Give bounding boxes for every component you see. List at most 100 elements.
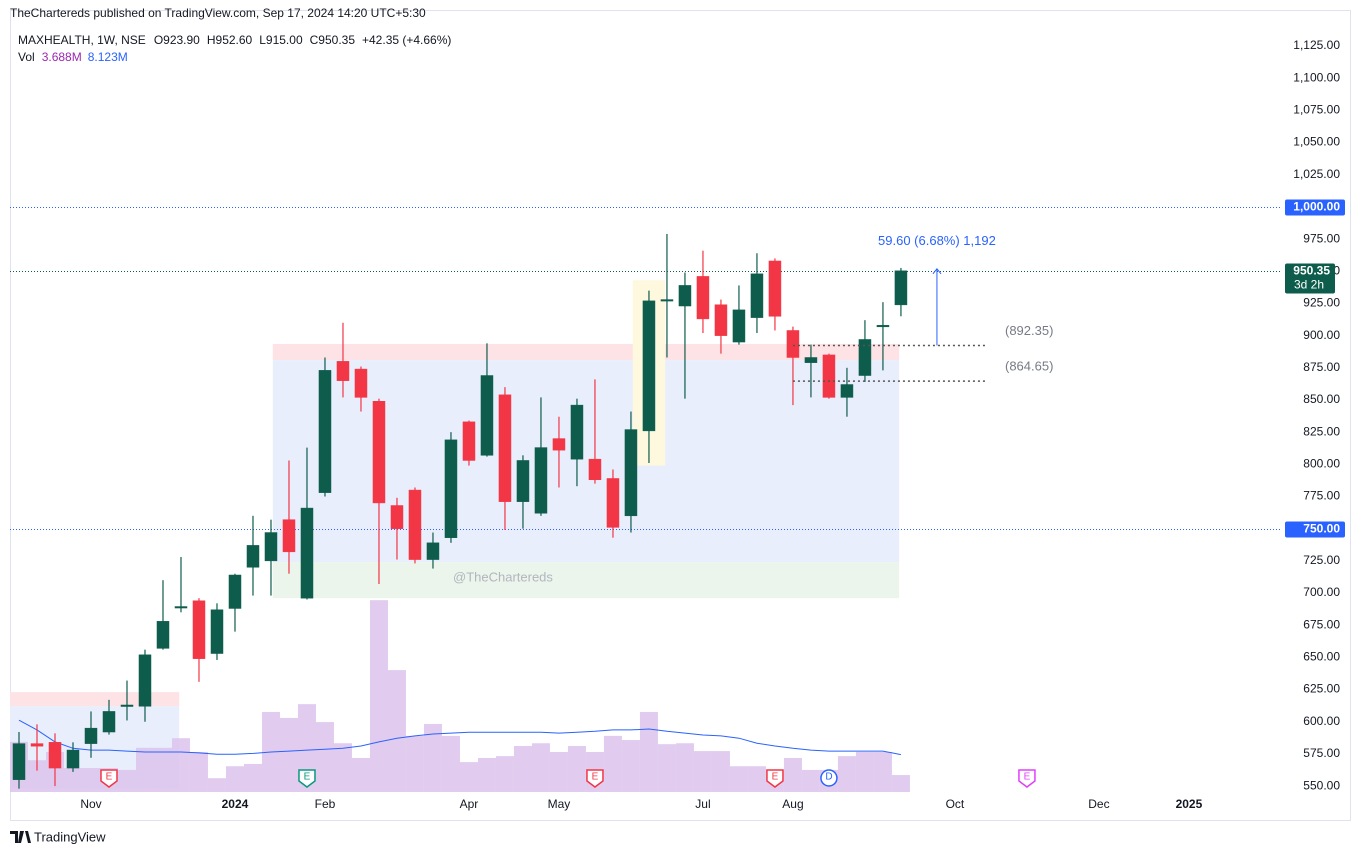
- candle-body: [714, 304, 728, 336]
- candle-body: [570, 404, 584, 460]
- candle-body: [804, 357, 818, 363]
- candle-body: [192, 600, 206, 659]
- zone: [272, 343, 900, 361]
- volume-bar: [567, 746, 586, 792]
- y-tick-label: 550.00: [1303, 778, 1340, 792]
- volume-bar: [153, 747, 172, 792]
- level-label: (892.35): [1005, 323, 1053, 338]
- event-marker: E: [100, 769, 118, 788]
- x-tick-label: Dec: [1088, 797, 1109, 811]
- y-tick-label: 600.00: [1303, 714, 1340, 728]
- y-tick-label: 1,025.00: [1293, 167, 1340, 181]
- volume-ma-line: [18, 719, 901, 756]
- price-line-label: 750.00: [1303, 522, 1340, 536]
- candle-body: [12, 743, 26, 780]
- candle-body: [174, 606, 188, 609]
- x-tick-label: 2025: [1176, 797, 1203, 811]
- volume-bar: [171, 738, 190, 792]
- volume-bar: [279, 717, 298, 792]
- event-badge: [820, 769, 838, 787]
- volume-bar: [873, 751, 892, 792]
- ohlc-value: C950.35: [310, 33, 356, 47]
- last-price-box: [1285, 263, 1335, 294]
- volume-bar: [117, 769, 136, 792]
- volume-value: 3.688M: [42, 50, 82, 64]
- watermark: @TheChartereds: [453, 569, 553, 584]
- volume-bar: [621, 740, 640, 792]
- volume-bar: [351, 757, 370, 792]
- candle-body: [894, 270, 908, 306]
- event-marker: E: [1018, 769, 1036, 788]
- volume-bar: [63, 768, 82, 792]
- volume-bar: [315, 722, 334, 792]
- candle-body: [480, 375, 494, 456]
- event-marker: D: [820, 769, 838, 787]
- last-price-countdown: 3d 2h: [1294, 278, 1324, 292]
- candle-body: [840, 384, 854, 398]
- event-marker: E: [586, 769, 604, 788]
- axes: 1,000.00 750.00 550.00 575.00 600.00 625.00 65…: [80, 38, 1345, 811]
- event-badge: [100, 769, 118, 788]
- candle-body: [336, 361, 350, 381]
- event-badge: [1018, 769, 1036, 788]
- candle-body: [732, 309, 746, 343]
- y-tick-label: 1,125.00: [1293, 38, 1340, 52]
- candle-body: [642, 300, 656, 432]
- event-badge: [586, 769, 604, 788]
- event-label: E: [1024, 772, 1031, 783]
- x-tick-label: Feb: [315, 797, 336, 811]
- volume-bar: [711, 751, 730, 792]
- candle-body: [408, 489, 422, 560]
- annotations: (892.35) (864.65) 59.60 (6.68%) 1,192 E E E E D…: [100, 233, 1053, 788]
- candle-body: [462, 421, 476, 461]
- volume-bar: [513, 746, 532, 792]
- change-value: +42.35 (+4.66%): [362, 33, 451, 47]
- candle-body: [768, 260, 782, 317]
- candle-body: [102, 711, 116, 733]
- volume-bar: [693, 751, 712, 792]
- candle-body: [750, 273, 764, 318]
- y-tick-label: 850.00: [1303, 392, 1340, 406]
- y-tick-label: 575.00: [1303, 746, 1340, 760]
- level-label: (864.65): [1005, 359, 1053, 374]
- candle-body: [228, 574, 242, 609]
- event-label: E: [772, 772, 779, 783]
- candle-body: [354, 368, 368, 398]
- price-line-label: 1,000.00: [1293, 200, 1340, 214]
- measure-label: 59.60 (6.68%) 1,192: [878, 233, 996, 248]
- candle-body: [372, 401, 386, 504]
- ohlc-value: H952.60: [207, 33, 253, 47]
- volume-bar: [477, 757, 496, 792]
- volume-bar: [855, 751, 874, 792]
- volume-ma-value: 8.123M: [88, 50, 128, 64]
- x-tick-label: 2024: [222, 797, 249, 811]
- measure-arrow: [932, 267, 942, 275]
- candle-body: [660, 299, 674, 302]
- y-tick-label: 1,050.00: [1293, 135, 1340, 149]
- volume-bar: [423, 723, 442, 792]
- price-line-box: [1285, 199, 1345, 216]
- volume-bar: [783, 757, 802, 792]
- volume-bar: [495, 756, 514, 792]
- price-line-box: [1285, 521, 1345, 538]
- candle-body: [606, 478, 620, 528]
- candle-body: [822, 354, 836, 398]
- candle-body: [876, 325, 890, 328]
- y-tick-label: 625.00: [1303, 682, 1340, 696]
- volume-bar: [369, 600, 388, 792]
- event-label: D: [825, 772, 832, 783]
- volume-bar: [837, 756, 856, 792]
- candles: [12, 233, 908, 789]
- candle-body: [444, 439, 458, 538]
- brand-logo: TradingView: [10, 829, 106, 844]
- candle-body: [282, 519, 296, 553]
- candle-body: [30, 743, 44, 747]
- candle-body: [858, 339, 872, 376]
- candle-body: [534, 447, 548, 514]
- candle-body: [678, 285, 692, 307]
- x-tick-label: Jul: [695, 797, 710, 811]
- brand-name: TradingView: [34, 829, 106, 844]
- volume-bar: [603, 735, 622, 792]
- volume-bar: [639, 711, 658, 792]
- event-marker: E: [298, 769, 316, 788]
